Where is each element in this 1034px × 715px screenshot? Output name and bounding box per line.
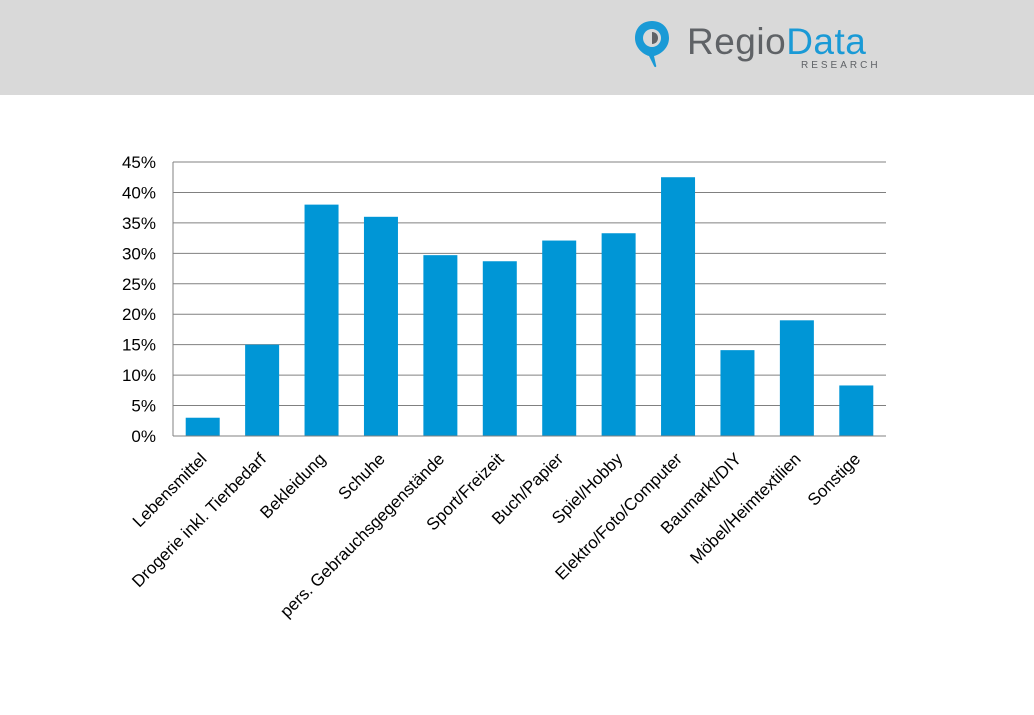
bar: [542, 240, 577, 436]
y-tick-label: 5%: [131, 397, 156, 416]
brand-name-regio: Regio: [687, 21, 787, 62]
y-tick-label: 0%: [131, 427, 156, 446]
x-tick-label: Schuhe: [335, 449, 389, 503]
bar: [304, 204, 339, 436]
bar: [601, 233, 636, 436]
x-tick-label: Sonstige: [804, 449, 864, 509]
bars: [185, 177, 874, 436]
bar: [482, 261, 517, 436]
y-tick-label: 25%: [122, 275, 156, 294]
bar: [363, 216, 398, 436]
bar: [185, 417, 220, 436]
y-tick-label: 35%: [122, 214, 156, 233]
bar: [779, 320, 814, 436]
y-axis: 0% 5% 10% 15% 20% 25% 30% 35% 40% 45%: [122, 153, 174, 446]
y-tick-label: 10%: [122, 366, 156, 385]
brand-subtitle: RESEARCH: [801, 60, 881, 71]
bar-chart: 0% 5% 10% 15% 20% 25% 30% 35% 40% 45% Lebensmitte…: [122, 153, 886, 621]
bar: [423, 255, 458, 436]
y-tick-label: 15%: [122, 336, 156, 355]
brand-name: RegioData: [687, 20, 866, 64]
y-tick-label: 20%: [122, 305, 156, 324]
brand-name-data: Data: [786, 21, 867, 62]
bar: [661, 177, 696, 436]
bar: [839, 385, 874, 436]
map-pin-icon: [635, 21, 669, 68]
x-tick-label: Möbel/Heimtextilien: [686, 449, 804, 567]
y-tick-label: 45%: [122, 153, 156, 172]
header-bar: RegioData RESEARCH: [0, 0, 1034, 95]
gridlines: [173, 161, 886, 437]
regiodata-logo: RegioData RESEARCH: [632, 18, 902, 78]
bar: [245, 344, 280, 436]
y-tick-label: 30%: [122, 244, 156, 263]
y-tick-label: 40%: [122, 183, 156, 202]
bar: [720, 350, 755, 436]
